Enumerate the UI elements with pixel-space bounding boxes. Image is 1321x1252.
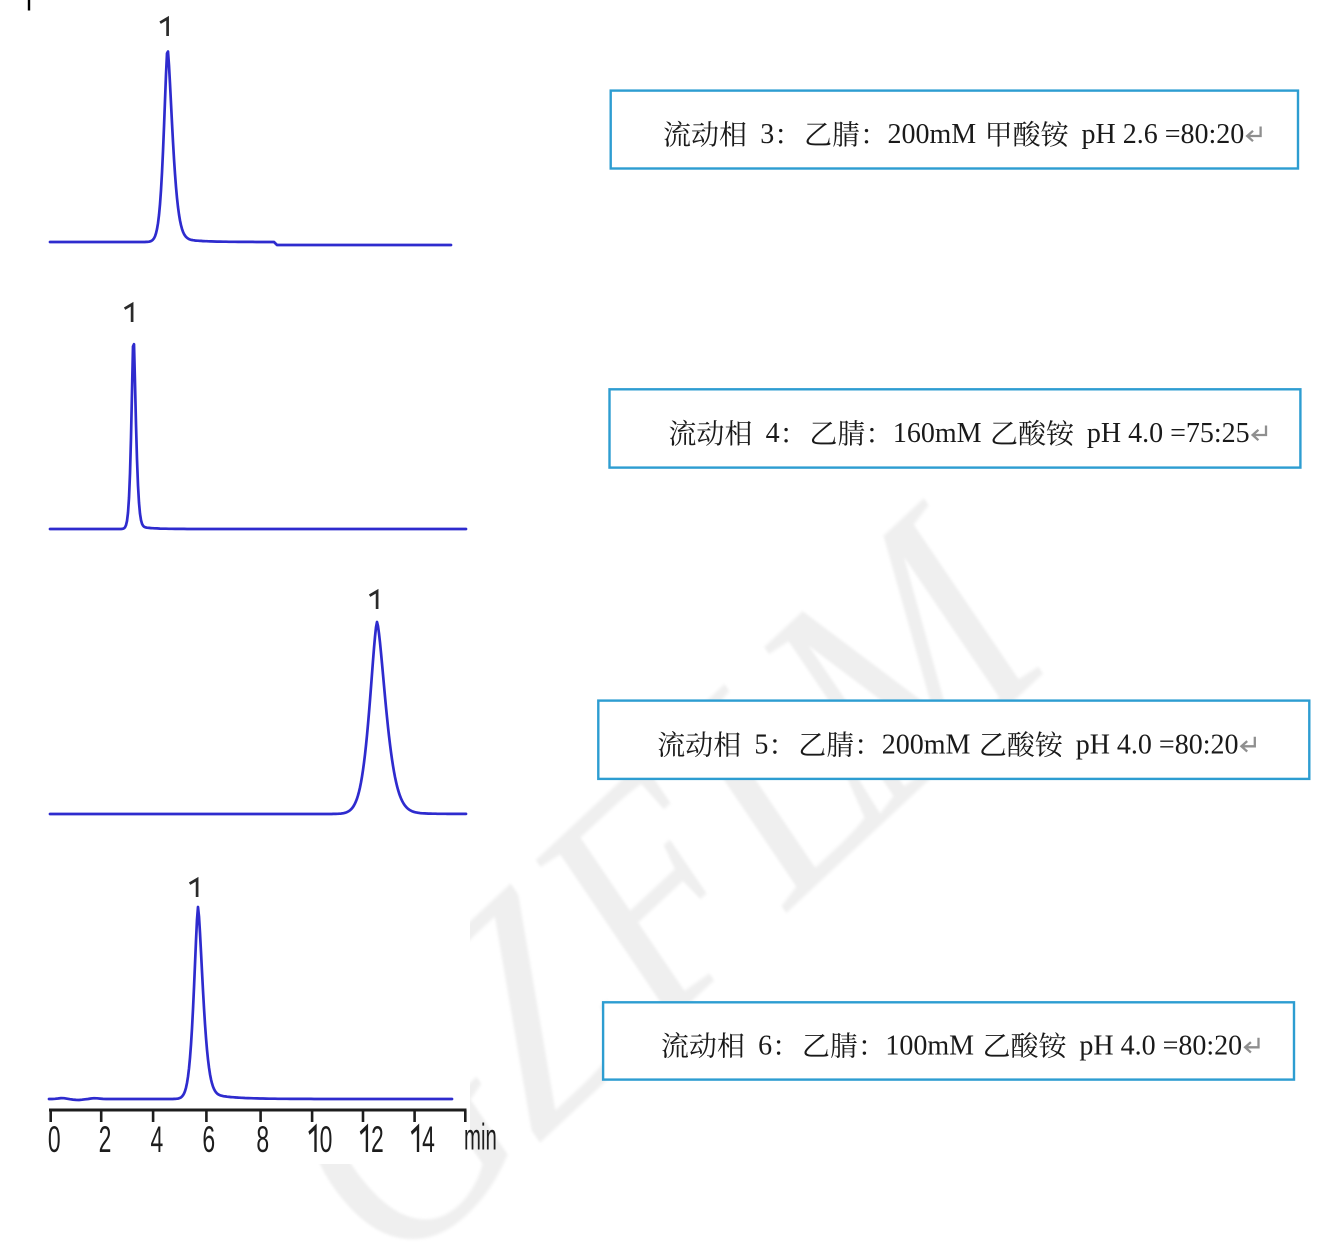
svg-text:8: 8: [256, 1118, 269, 1160]
svg-text:4: 4: [151, 1118, 164, 1160]
svg-text:160mM: 160mM: [893, 418, 982, 449]
svg-text:6: 6: [758, 1030, 772, 1061]
svg-text:pH 4.0 =80:20: pH 4.0 =80:20: [1076, 729, 1239, 760]
svg-text:100mM: 100mM: [885, 1030, 974, 1061]
svg-text:pH 4.0 =75:25: pH 4.0 =75:25: [1087, 418, 1250, 449]
svg-text:2: 2: [371, 1118, 384, 1160]
svg-text:min: min: [464, 1117, 497, 1158]
svg-text:5: 5: [754, 729, 768, 760]
svg-text:4: 4: [766, 418, 780, 449]
svg-text:pH 4.0 =80:20: pH 4.0 =80:20: [1079, 1030, 1242, 1061]
svg-text:200mM: 200mM: [882, 729, 971, 760]
svg-text:0: 0: [320, 1118, 333, 1160]
svg-text:0: 0: [48, 1118, 61, 1160]
svg-text:6: 6: [202, 1118, 215, 1160]
svg-text:3: 3: [760, 119, 774, 150]
svg-text:2: 2: [99, 1118, 112, 1160]
svg-text:4: 4: [422, 1118, 435, 1160]
svg-text:pH 2.6 =80:20: pH 2.6 =80:20: [1082, 119, 1245, 150]
svg-text:200mM: 200mM: [888, 119, 977, 150]
